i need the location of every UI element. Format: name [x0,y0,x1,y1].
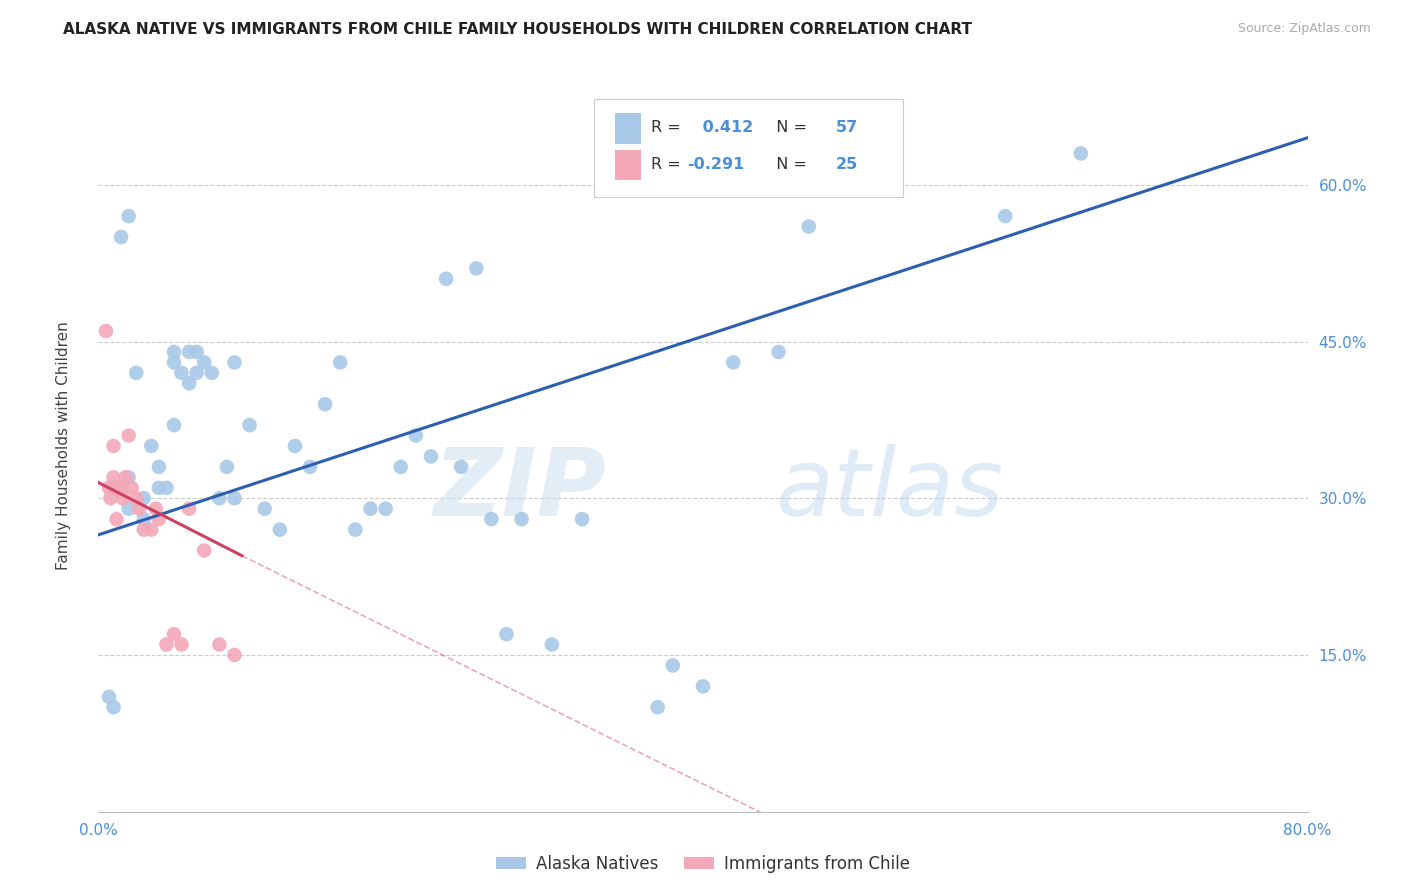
Point [269,523,291,537]
Point [148,459,170,474]
Point [797,219,820,234]
Point [103,481,125,495]
Point [284,439,307,453]
Point [100,491,122,506]
Text: 57: 57 [837,120,858,136]
Point [132,491,155,506]
Point [510,512,533,526]
Point [163,355,186,369]
Point [107,481,129,495]
Point [125,366,148,380]
Point [540,638,562,652]
Point [224,355,246,369]
Point [105,512,128,526]
Point [121,481,143,495]
Point [208,491,231,506]
Point [299,459,322,474]
Point [179,345,201,359]
FancyBboxPatch shape [595,99,903,197]
Point [163,627,186,641]
Text: -0.291: -0.291 [688,157,745,172]
Point [647,700,669,714]
Point [179,501,201,516]
Point [98,690,121,704]
Point [110,230,132,244]
Point [434,272,457,286]
Text: Source: ZipAtlas.com: Source: ZipAtlas.com [1237,22,1371,36]
Point [215,459,238,474]
Legend: Alaska Natives, Immigrants from Chile: Alaska Natives, Immigrants from Chile [489,848,917,880]
Point [224,491,246,506]
Point [193,355,215,369]
Text: 0.412: 0.412 [697,120,754,136]
Point [201,366,224,380]
Point [994,209,1017,223]
Point [1070,146,1092,161]
Point [389,459,412,474]
Point [768,345,790,359]
Point [118,209,141,223]
Point [163,418,186,433]
Point [405,428,427,442]
Text: atlas: atlas [776,444,1004,535]
Point [163,345,186,359]
Point [148,481,170,495]
Point [239,418,262,433]
Text: N =: N = [766,157,813,172]
Point [170,638,193,652]
Point [132,523,155,537]
Point [193,543,215,558]
Point [465,261,488,276]
Point [103,700,125,714]
Point [125,491,148,506]
Point [208,638,231,652]
Point [141,523,163,537]
Point [186,345,208,359]
Point [661,658,683,673]
Point [224,648,246,662]
Point [118,501,141,516]
Point [118,428,141,442]
Point [329,355,352,369]
Point [692,679,714,693]
Point [170,366,193,380]
Point [360,501,382,516]
Text: ZIP: ZIP [433,444,606,536]
Point [114,470,136,484]
Text: N =: N = [766,120,813,136]
FancyBboxPatch shape [614,113,641,144]
FancyBboxPatch shape [614,150,641,180]
Point [179,376,201,391]
Point [481,512,503,526]
Text: R =: R = [651,120,686,136]
Text: ALASKA NATIVE VS IMMIGRANTS FROM CHILE FAMILY HOUSEHOLDS WITH CHILDREN CORRELATI: ALASKA NATIVE VS IMMIGRANTS FROM CHILE F… [63,22,973,37]
Y-axis label: Family Households with Children: Family Households with Children [56,322,70,570]
Text: R =: R = [651,157,686,172]
Point [145,501,167,516]
Point [571,512,593,526]
Point [148,512,170,526]
Point [128,501,150,516]
Point [186,366,208,380]
Point [132,512,155,526]
Point [155,481,177,495]
Point [111,491,134,506]
Point [103,439,125,453]
Point [155,638,177,652]
Point [103,470,125,484]
Point [450,459,472,474]
Point [98,481,121,495]
Point [94,324,117,338]
Point [374,501,396,516]
Point [314,397,336,411]
Point [723,355,745,369]
Point [344,523,367,537]
Point [141,439,163,453]
Point [110,481,132,495]
Point [253,501,276,516]
Point [420,450,443,464]
Point [118,470,141,484]
Point [495,627,517,641]
Text: 25: 25 [837,157,858,172]
